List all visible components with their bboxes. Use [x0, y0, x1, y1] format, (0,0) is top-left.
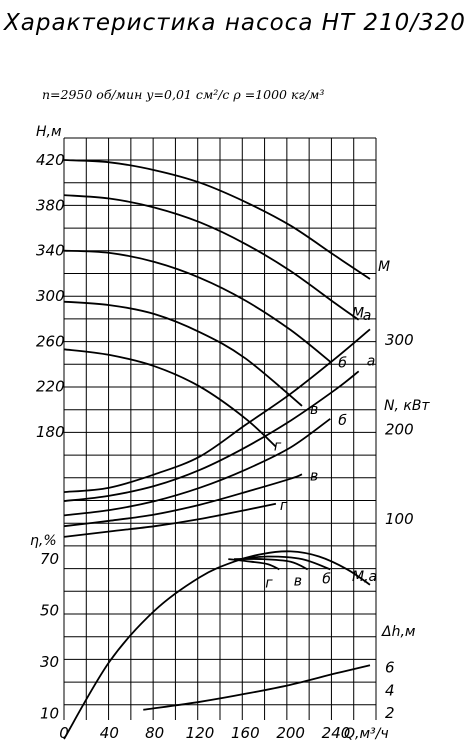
series-label: б — [338, 413, 347, 429]
series-label: М,а — [352, 569, 377, 585]
chart-title: Характеристика насоса НТ 210/320 — [3, 10, 466, 36]
x-tick-label: 80 — [145, 724, 164, 742]
h-tick-label: 340 — [36, 242, 65, 260]
curve-eta-г — [228, 558, 280, 571]
x-tick-label: 200 — [276, 724, 305, 742]
eta-axis-label: η,% — [30, 533, 57, 549]
curve-eta-в — [233, 558, 309, 571]
n-tick-label: 200 — [385, 421, 414, 439]
h-tick-label: 300 — [36, 287, 65, 305]
grid — [63, 137, 377, 720]
dh-tick-label: 6 — [385, 659, 395, 677]
series-label: б — [338, 356, 347, 372]
series-label: М — [378, 259, 390, 275]
curve-n-б — [63, 418, 331, 517]
series-label: в — [310, 402, 318, 418]
series-label: в — [294, 573, 302, 589]
curve-h-в — [63, 300, 303, 407]
series-label: г — [265, 575, 273, 591]
series-label: а — [363, 308, 372, 324]
eta-tick-label: 70 — [40, 550, 59, 568]
curve-h-а — [63, 194, 360, 321]
series-label: г — [274, 439, 282, 455]
h-tick-label: 420 — [36, 151, 65, 169]
chart-params: n=2950 об/мин у=0,01 см²/с ρ =1000 кг/м³ — [42, 87, 324, 102]
curve-n-в — [63, 473, 303, 528]
curve-n-М — [63, 328, 371, 493]
curve-eta-б — [239, 555, 331, 571]
curve-dh — [143, 664, 371, 711]
series-label: М — [352, 305, 364, 321]
n-tick-label: 300 — [385, 331, 414, 349]
curve-h-б — [63, 249, 331, 363]
series-label: б — [322, 571, 331, 587]
h-tick-label: 180 — [36, 423, 65, 441]
series-label: г — [280, 498, 288, 514]
curve-n-а — [63, 370, 360, 502]
series-label: а — [367, 353, 376, 369]
x-tick-label: 120 — [186, 724, 215, 742]
curve-h-М — [63, 159, 371, 280]
dh-tick-label: 4 — [385, 681, 395, 699]
curve-h-г — [63, 348, 277, 448]
h-tick-label: 220 — [36, 378, 65, 396]
dh-tick-label: 2 — [385, 704, 395, 722]
x-tick-label: 240 — [322, 724, 351, 742]
dh-axis-label: Δh,м — [381, 624, 416, 640]
x-axis-label: Q,м³/ч — [344, 726, 389, 742]
x-tick-label: 0 — [59, 724, 69, 742]
x-tick-label: 160 — [231, 724, 260, 742]
curve-n-г — [63, 502, 277, 538]
n-tick-label: 100 — [385, 510, 414, 528]
h-tick-label: 260 — [36, 332, 65, 350]
x-tick-label: 40 — [100, 724, 119, 742]
eta-tick-label: 30 — [40, 653, 59, 671]
series-label: в — [310, 468, 318, 484]
h-tick-label: 380 — [36, 196, 65, 214]
curves — [63, 159, 371, 740]
h-axis-label: Н,м — [36, 124, 62, 140]
eta-tick-label: 50 — [40, 602, 59, 620]
n-axis-label: N, кВт — [384, 398, 430, 414]
eta-tick-label: 10 — [40, 704, 59, 722]
labels: 0 40 80 120 160 200 240Q,м³/ч42038034030026022… — [30, 124, 430, 742]
